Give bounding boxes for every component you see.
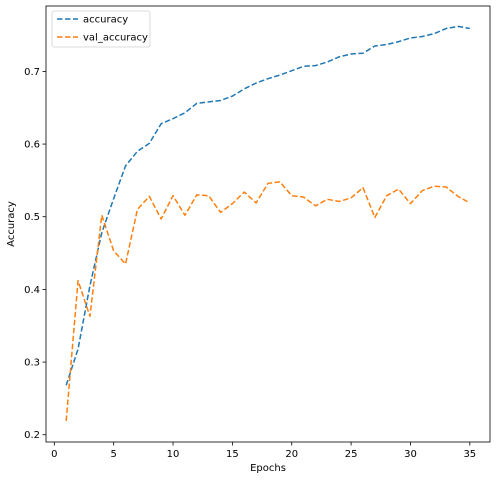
- x-axis-ticks: 0 5 10 15 20 25 30 35: [51, 442, 476, 460]
- x-tick-label: 35: [463, 449, 476, 460]
- legend-frame: [51, 10, 151, 48]
- x-tick-label: 25: [345, 449, 358, 460]
- x-tick-label: 10: [167, 449, 180, 460]
- y-tick-label: 0.3: [24, 358, 40, 369]
- y-tick-label: 0.4: [24, 285, 40, 296]
- plot-area: [45, 5, 491, 443]
- y-tick-label: 0.2: [24, 430, 40, 441]
- legend-label-accuracy: accuracy: [83, 15, 128, 26]
- legend-label-val-accuracy: val_accuracy: [83, 33, 148, 44]
- y-tick-label: 0.6: [24, 140, 40, 151]
- y-tick-label: 0.7: [24, 67, 40, 78]
- x-tick-label: 5: [110, 449, 116, 460]
- y-tick-label: 0.5: [24, 212, 40, 223]
- series-line-accuracy: [65, 25, 470, 386]
- series-line-val-accuracy: [65, 181, 471, 421]
- legend: accuracy val_accuracy: [51, 10, 151, 48]
- x-tick-label: 0: [51, 449, 57, 460]
- y-axis-ticks: 0.2 0.3 0.4 0.5 0.6 0.7: [24, 67, 46, 441]
- x-tick-label: 20: [285, 449, 298, 460]
- x-tick-label: 30: [404, 449, 417, 460]
- x-tick-label: 15: [226, 449, 239, 460]
- y-axis-label: Accuracy: [6, 201, 17, 247]
- series-lines: [65, 25, 471, 421]
- x-axis-label: Epochs: [250, 463, 286, 474]
